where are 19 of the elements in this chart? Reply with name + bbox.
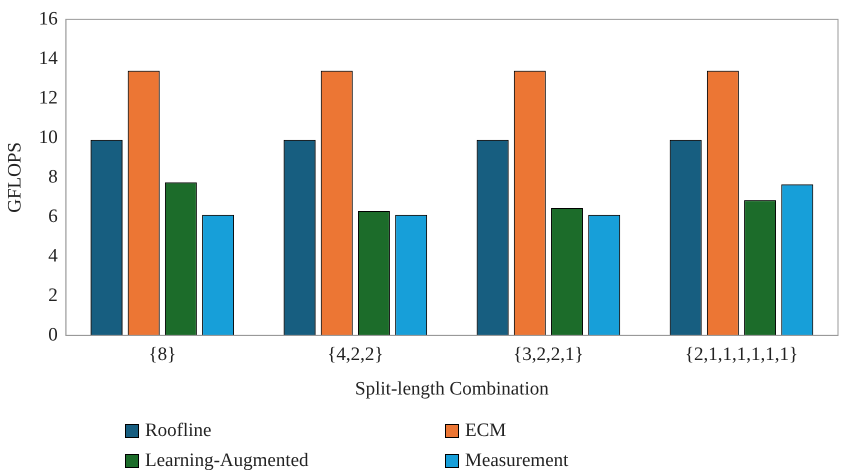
x-axis-title: Split-length Combination — [355, 378, 550, 400]
y-tick-label: 0 — [48, 324, 58, 346]
x-tick-label: {2,1,1,1,1,1,1} — [684, 344, 798, 365]
y-tick-label: 16 — [38, 8, 58, 30]
legend-label: Measurement — [465, 450, 568, 470]
legend-label: ECM — [465, 420, 506, 442]
x-tick-label: {4,2,2} — [327, 344, 384, 365]
y-tick-label: 10 — [38, 126, 58, 148]
y-tick-label: 12 — [38, 87, 58, 108]
legend-label: Learning-Augmented — [145, 450, 309, 470]
y-axis-title: GFLOPS — [4, 142, 26, 213]
y-tick-label: 2 — [48, 284, 58, 306]
x-tick-label: {3,2,2,1} — [513, 344, 584, 365]
y-tick-label: 14 — [38, 48, 58, 69]
y-tick-label: 6 — [48, 206, 58, 227]
x-tick-label: {8} — [148, 344, 176, 365]
y-tick-label: 4 — [48, 245, 58, 266]
legend-label: Roofline — [145, 420, 212, 442]
y-tick-label: 8 — [48, 166, 58, 188]
